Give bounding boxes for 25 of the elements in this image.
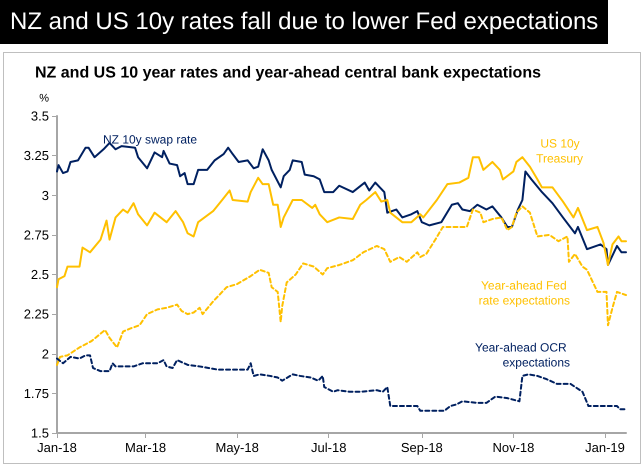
y-tick-label: 2.5 bbox=[30, 267, 49, 282]
series-label: US 10y Treasury bbox=[536, 136, 583, 166]
line-series bbox=[56, 156, 627, 288]
chart-title: NZ and US 10y rates fall due to lower Fed expectations bbox=[0, 0, 608, 44]
x-tick-label: May-18 bbox=[215, 440, 259, 455]
x-tick-label: Nov-18 bbox=[492, 440, 534, 455]
y-tick-label: 1.75 bbox=[24, 386, 49, 401]
x-tick-label: Jul-18 bbox=[311, 440, 346, 455]
y-tick-label: 2.25 bbox=[24, 306, 49, 322]
x-tick-label: Mar-18 bbox=[124, 440, 166, 455]
y-tick-label: 3 bbox=[42, 188, 49, 203]
y-tick-label: 2.75 bbox=[24, 227, 49, 242]
chart-subtitle: NZ and US 10 year rates and year-ahead central bank expectations bbox=[35, 64, 542, 82]
y-tick-label: 2 bbox=[42, 346, 49, 362]
y-tick-label: 3.5 bbox=[30, 108, 49, 124]
series-label: Year-ahead OCR expectations bbox=[475, 340, 570, 370]
y-tick-label: 1.5 bbox=[30, 426, 49, 440]
y-axis-title: % bbox=[39, 92, 50, 104]
line-series bbox=[56, 354, 627, 412]
x-tick-label: Sep-18 bbox=[400, 440, 443, 455]
series-label: NZ 10y swap rate bbox=[103, 132, 198, 146]
series-label: Year-ahead Fed rate expectations bbox=[478, 278, 570, 308]
x-tick-label: Jan-19 bbox=[585, 440, 625, 455]
y-tick-label: 3.25 bbox=[24, 148, 49, 164]
x-tick-label: Jan-18 bbox=[37, 440, 77, 455]
